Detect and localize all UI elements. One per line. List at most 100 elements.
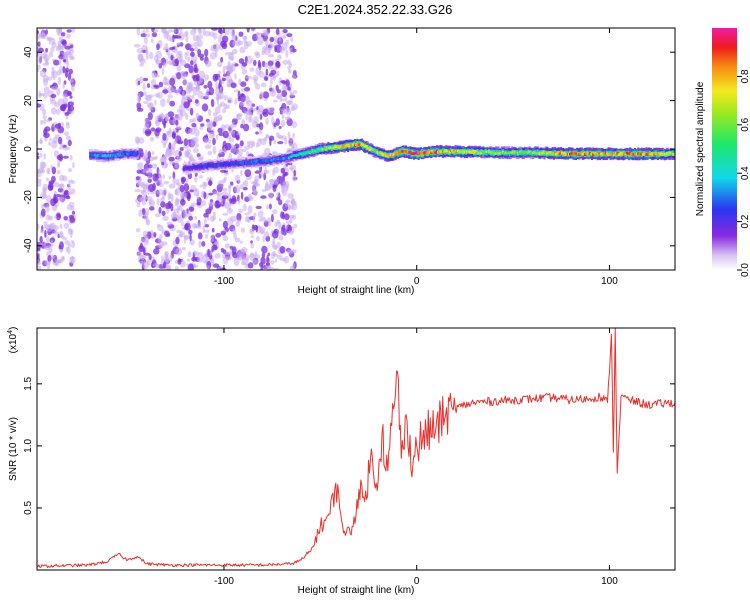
heatmap-signal-cell (668, 151, 671, 155)
heatmap-noise-cell (137, 182, 144, 187)
heatmap-noise-cell (212, 137, 216, 146)
heatmap-noise-cell (194, 215, 198, 220)
heatmap-noise-cell (245, 41, 252, 47)
heatmap-panel: -100 0 100 -40 -20 0 20 40 Height of straight … (8, 27, 676, 296)
heatmap-signal-cell (303, 152, 306, 155)
heatmap-signal-cell (555, 153, 558, 156)
heatmap-noise-cell (210, 52, 217, 60)
heatmap-noise-cell (159, 183, 164, 188)
heatmap-noise-cell (150, 38, 154, 44)
heatmap-noise-cell (189, 51, 195, 57)
heatmap-signal-cell (454, 149, 457, 153)
heatmap-noise-cell (289, 47, 293, 55)
heatmap-noise-cell (218, 218, 222, 222)
heatmap-signal-cell (93, 153, 96, 157)
heatmap-noise-cell (211, 227, 215, 233)
heatmap-signal-cell (323, 146, 326, 149)
heatmap-noise-cell (243, 203, 247, 212)
heatmap-noise-cell (187, 263, 194, 270)
heatmap-noise-cell (277, 141, 284, 145)
heatmap-noise-cell (192, 75, 196, 80)
heatmap-noise-cell (168, 183, 176, 189)
heatmap-signal-cell (368, 148, 372, 151)
heatmap-noise-cell (280, 167, 285, 174)
heatmap-noise-cell (180, 70, 187, 80)
heatmap-noise-cell (199, 125, 204, 130)
heatmap-signal-cell (383, 152, 387, 156)
heatmap-signal-cell (479, 151, 483, 155)
heatmap-noise-cell (254, 170, 261, 174)
heatmap-noise-cell (263, 137, 268, 142)
heatmap-noise-cell (208, 120, 214, 129)
heatmap-signal-cell (387, 155, 390, 158)
heatmap-noise-cell (176, 90, 179, 96)
heatmap-noise-cell (51, 41, 57, 49)
heatmap-noise-cell (57, 136, 63, 145)
heatmap-noise-cell (42, 115, 47, 119)
heatmap-signal-cell (127, 152, 130, 156)
heatmap-noise-cell (155, 115, 160, 122)
heatmap-signal-cell (285, 157, 288, 160)
heatmap-noise-cell (155, 127, 162, 133)
heatmap-noise-cell (182, 78, 188, 86)
heatmap-noise-cell (198, 155, 204, 160)
heatmap-noise-cell (161, 210, 166, 217)
heatmap-noise-cell (269, 179, 275, 183)
heatmap-noise-cell (147, 178, 152, 184)
heatmap-noise-cell (236, 219, 242, 223)
heatmap-signal-cell (193, 165, 196, 168)
heatmap-noise-cell (195, 112, 200, 119)
heatmap-noise-cell (218, 148, 223, 155)
heatmap-noise-cell (260, 171, 264, 178)
heatmap-noise-cell (255, 67, 262, 76)
heatmap-noise-cell (224, 124, 230, 129)
heatmap-noise-cell (50, 93, 57, 99)
heatmap-noise-cell (47, 255, 52, 262)
heatmap-signal-cell (333, 147, 336, 150)
heatmap-noise-cell (291, 103, 298, 111)
heatmap-noise-cell (265, 183, 268, 191)
heatmap-signal-cell (624, 152, 627, 156)
heatmap-signal-cell (501, 150, 505, 154)
heatmap-noise-cell (40, 228, 45, 234)
heatmap-noise-cell (268, 192, 274, 200)
heatmap-noise-cell (44, 245, 51, 251)
heatmap-noise-cell (53, 181, 60, 188)
heatmap-noise-cell (45, 29, 48, 35)
heatmap-noise-cell (217, 114, 223, 121)
heatmap-signal-cell (409, 150, 412, 154)
heatmap-signal-cell (366, 147, 369, 150)
heatmap-noise-cell (145, 46, 149, 55)
heatmap-signal-cell (321, 148, 324, 151)
heatmap-noise-cell (195, 73, 200, 82)
heatmap-signal-cell (97, 154, 100, 157)
heatmap-noise-cell (143, 240, 149, 246)
heatmap-signal-cell (94, 154, 97, 158)
heatmap-signal-cell (385, 154, 388, 157)
heatmap-noise-cell (39, 161, 46, 170)
heatmap-noise-cell (269, 106, 275, 114)
heatmap-noise-cell (260, 229, 265, 235)
heatmap-noise-cell (56, 154, 63, 161)
heatmap-noise-cell (37, 169, 42, 178)
heatmap-signal-cell (533, 150, 536, 154)
snr-series-line (37, 328, 675, 568)
chart-title: C2E1.2024.352.22.33.G26 (298, 2, 453, 17)
heatmap-noise-cell (47, 76, 53, 81)
heatmap-noise-cell (143, 35, 148, 45)
heatmap-noise-cell (69, 78, 74, 83)
heatmap-noise-cell (244, 212, 251, 216)
heatmap-noise-cell (198, 240, 202, 248)
heatmap-signal-cell (358, 143, 361, 147)
heatmap-noise-cell (136, 107, 144, 112)
heatmap-noise-cell (272, 168, 275, 177)
heatmap-noise-cell (39, 93, 45, 97)
heatmap-noise-cell (61, 190, 64, 195)
heatmap-signal-cell (131, 151, 134, 155)
heatmap-noise-cell (64, 111, 70, 117)
heatmap-signal-cell (365, 145, 368, 151)
heatmap-noise-cell (166, 113, 169, 122)
heatmap-signal-cell (130, 151, 133, 155)
heatmap-noise-cell (260, 82, 267, 88)
heatmap-noise-cell (38, 178, 42, 183)
